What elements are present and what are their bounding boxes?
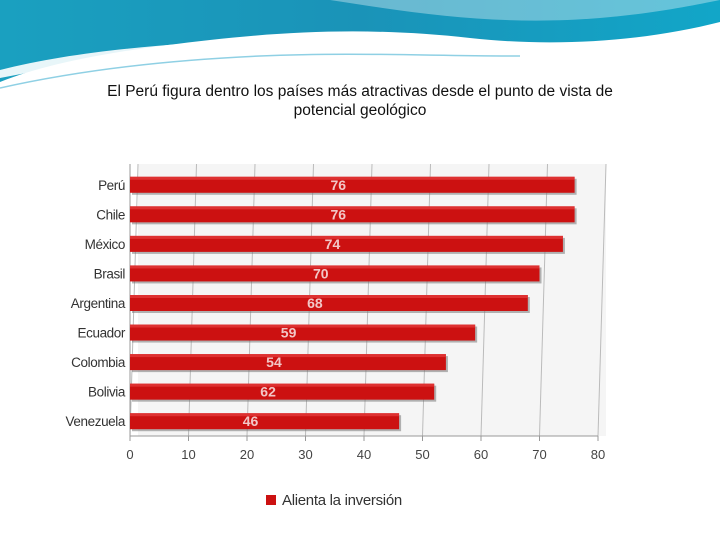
x-tick-label: 60 bbox=[474, 447, 488, 462]
bar-highlight bbox=[130, 383, 435, 387]
category-label: Brasil bbox=[94, 266, 126, 281]
x-tick-label: 30 bbox=[298, 447, 312, 462]
category-label: Perú bbox=[98, 178, 125, 193]
data-label: 46 bbox=[243, 413, 259, 429]
legend-swatch bbox=[266, 495, 276, 505]
legend-label: Alienta la inversión bbox=[282, 491, 402, 509]
x-tick-label: 10 bbox=[181, 447, 195, 462]
bar bbox=[130, 383, 435, 400]
category-label: Chile bbox=[96, 207, 125, 222]
category-label: Argentina bbox=[71, 296, 126, 311]
chart-legend: Alienta la inversión bbox=[266, 490, 402, 510]
bar-highlight bbox=[130, 265, 540, 269]
data-label: 74 bbox=[325, 236, 341, 252]
x-tick-label: 40 bbox=[357, 447, 371, 462]
category-label: Bolivia bbox=[88, 385, 126, 400]
bar-highlight bbox=[130, 206, 575, 210]
data-label: 59 bbox=[281, 325, 297, 341]
data-label: 62 bbox=[260, 384, 276, 400]
bar-highlight bbox=[130, 324, 476, 328]
data-label: 54 bbox=[266, 354, 282, 370]
data-label: 76 bbox=[331, 177, 347, 193]
category-label: Ecuador bbox=[78, 326, 126, 341]
bar bbox=[130, 176, 575, 193]
category-label: México bbox=[85, 237, 125, 252]
bar bbox=[130, 235, 563, 252]
x-tick-label: 0 bbox=[126, 447, 133, 462]
x-tick-label: 80 bbox=[591, 447, 605, 462]
data-label: 68 bbox=[307, 295, 323, 311]
bar-highlight bbox=[130, 295, 528, 298]
bar-highlight bbox=[130, 413, 400, 417]
bar-highlight bbox=[130, 176, 575, 180]
bar bbox=[130, 295, 528, 311]
bar-highlight bbox=[130, 354, 446, 358]
bar bbox=[130, 324, 476, 341]
x-tick-label: 20 bbox=[240, 447, 254, 462]
data-label: 70 bbox=[313, 265, 329, 281]
bar bbox=[130, 265, 540, 282]
header-wave-decoration bbox=[0, 0, 720, 89]
bar bbox=[130, 354, 446, 371]
gridline bbox=[597, 163, 607, 437]
category-label: Venezuela bbox=[66, 414, 126, 429]
bar bbox=[130, 206, 575, 223]
category-label: Colombia bbox=[71, 355, 126, 370]
bar-highlight bbox=[130, 235, 563, 239]
x-tick-label: 50 bbox=[415, 447, 429, 462]
x-tick-label: 70 bbox=[532, 447, 546, 462]
bar bbox=[130, 413, 400, 430]
data-label: 76 bbox=[331, 206, 347, 222]
slide-title: El Perú figura dentro los países más atr… bbox=[107, 83, 613, 119]
